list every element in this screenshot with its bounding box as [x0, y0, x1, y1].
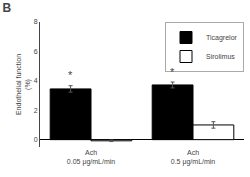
svg-text:8: 8: [34, 18, 38, 25]
svg-text:Ach0.05 μg/mL/min: Ach0.05 μg/mL/min: [67, 149, 115, 166]
svg-text:Ach0.5 μg/mL/min: Ach0.5 μg/mL/min: [171, 149, 216, 166]
svg-text:4: 4: [34, 77, 38, 84]
svg-text:*: *: [170, 66, 175, 78]
svg-text:6: 6: [34, 48, 38, 55]
svg-text:2: 2: [34, 107, 38, 114]
svg-text:Sirolimus: Sirolimus: [206, 53, 235, 60]
svg-text:0: 0: [34, 136, 38, 143]
svg-text:Endothelial function(%): Endothelial function(%): [15, 54, 32, 115]
svg-text:B: B: [3, 1, 12, 15]
svg-text:*: *: [68, 69, 73, 81]
svg-text:Ticagrelor: Ticagrelor: [206, 34, 238, 42]
